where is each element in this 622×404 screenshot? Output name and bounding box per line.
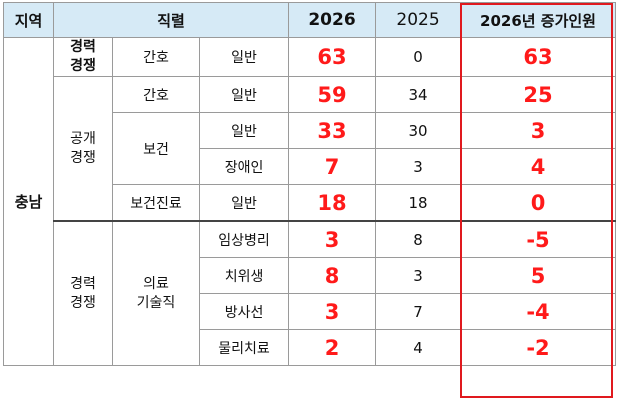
group-open: 공개 경쟁: [53, 76, 113, 222]
table-row: 공개 경쟁 간호 일반 59 34 25: [4, 76, 617, 222]
group-label: 경력 경쟁: [70, 39, 96, 74]
value-increase: 0: [460, 184, 617, 222]
sub-cell: 치위생: [198, 257, 290, 294]
recruitment-table: 지역 직렬 2026 2025 2026년 증가인원 충남 경력 경쟁 간호 일…: [3, 2, 617, 366]
value-2026: 18: [288, 184, 377, 222]
value-increase: 5: [460, 257, 617, 294]
value-2026: 2: [288, 329, 377, 366]
value-2026: 7: [288, 148, 377, 185]
header-increase: 2026년 증가인원: [460, 2, 617, 38]
value-2025: 34: [375, 76, 462, 113]
group-career-2: 경력 경쟁: [53, 220, 113, 366]
recruitment-table-container: 지역 직렬 2026 2025 2026년 증가인원 충남 경력 경쟁 간호 일…: [3, 2, 617, 398]
value-2025: 4: [375, 329, 462, 366]
table-row: 경력 경쟁 의료 기술직 임상병리 3 8 -5: [4, 220, 617, 366]
value-2026: 63: [288, 37, 377, 77]
value-2025: 7: [375, 293, 462, 330]
value-2025: 30: [375, 112, 462, 149]
header-2025: 2025: [375, 2, 462, 38]
table-row: 보건 일반 33 30 3: [4, 112, 617, 185]
value-2025: 8: [375, 220, 462, 258]
table-row: 방사선 3 7 -4: [4, 293, 617, 330]
value-2026: 33: [288, 112, 377, 149]
sub-cell: 임상병리: [198, 220, 290, 258]
series-cell: 의료 기술직: [112, 220, 200, 366]
region-cell: 충남: [3, 37, 54, 366]
value-increase: 3: [460, 112, 617, 149]
header-position: 직렬: [52, 2, 290, 38]
series-cell: 간호: [112, 76, 200, 113]
sub-cell: 일반: [198, 184, 290, 222]
sub-cell: 물리치료: [198, 329, 290, 366]
series-cell: 보건진료: [112, 184, 200, 222]
table-row: 장애인 7 3 4: [4, 148, 617, 185]
table-row: 충남 경력 경쟁 간호 일반 63 0 63: [3, 37, 617, 366]
series-label: 의료 기술직: [136, 275, 176, 311]
header-region: 지역: [3, 2, 54, 38]
value-increase: 4: [460, 148, 617, 185]
value-increase: -4: [460, 293, 617, 330]
group-label: 경력 경쟁: [70, 275, 96, 311]
value-increase: -5: [460, 220, 617, 258]
group-career-1: 경력 경쟁: [53, 37, 113, 77]
value-2026: 3: [288, 293, 377, 330]
value-2026: 3: [288, 220, 377, 258]
header-2026: 2026: [288, 2, 377, 38]
value-2025: 0: [375, 37, 462, 77]
series-cell: 보건: [112, 112, 200, 185]
value-2026: 59: [288, 76, 377, 113]
sub-cell: 일반: [198, 76, 290, 113]
value-2025: 18: [375, 184, 462, 222]
series-cell: 간호: [112, 37, 200, 77]
value-increase: 25: [460, 76, 617, 113]
sub-cell: 일반: [198, 37, 290, 77]
header-row: 지역 직렬 2026 2025 2026년 증가인원: [3, 2, 617, 38]
value-2025: 3: [375, 148, 462, 185]
value-increase: -2: [460, 329, 617, 366]
value-2026: 8: [288, 257, 377, 294]
sub-cell: 방사선: [198, 293, 290, 330]
sub-cell: 일반: [198, 112, 290, 149]
value-2025: 3: [375, 257, 462, 294]
sub-cell: 장애인: [198, 148, 290, 185]
group-label: 공개 경쟁: [70, 130, 96, 166]
table-row: 보건진료 일반 18 18 0: [4, 184, 617, 222]
value-increase: 63: [460, 37, 617, 77]
